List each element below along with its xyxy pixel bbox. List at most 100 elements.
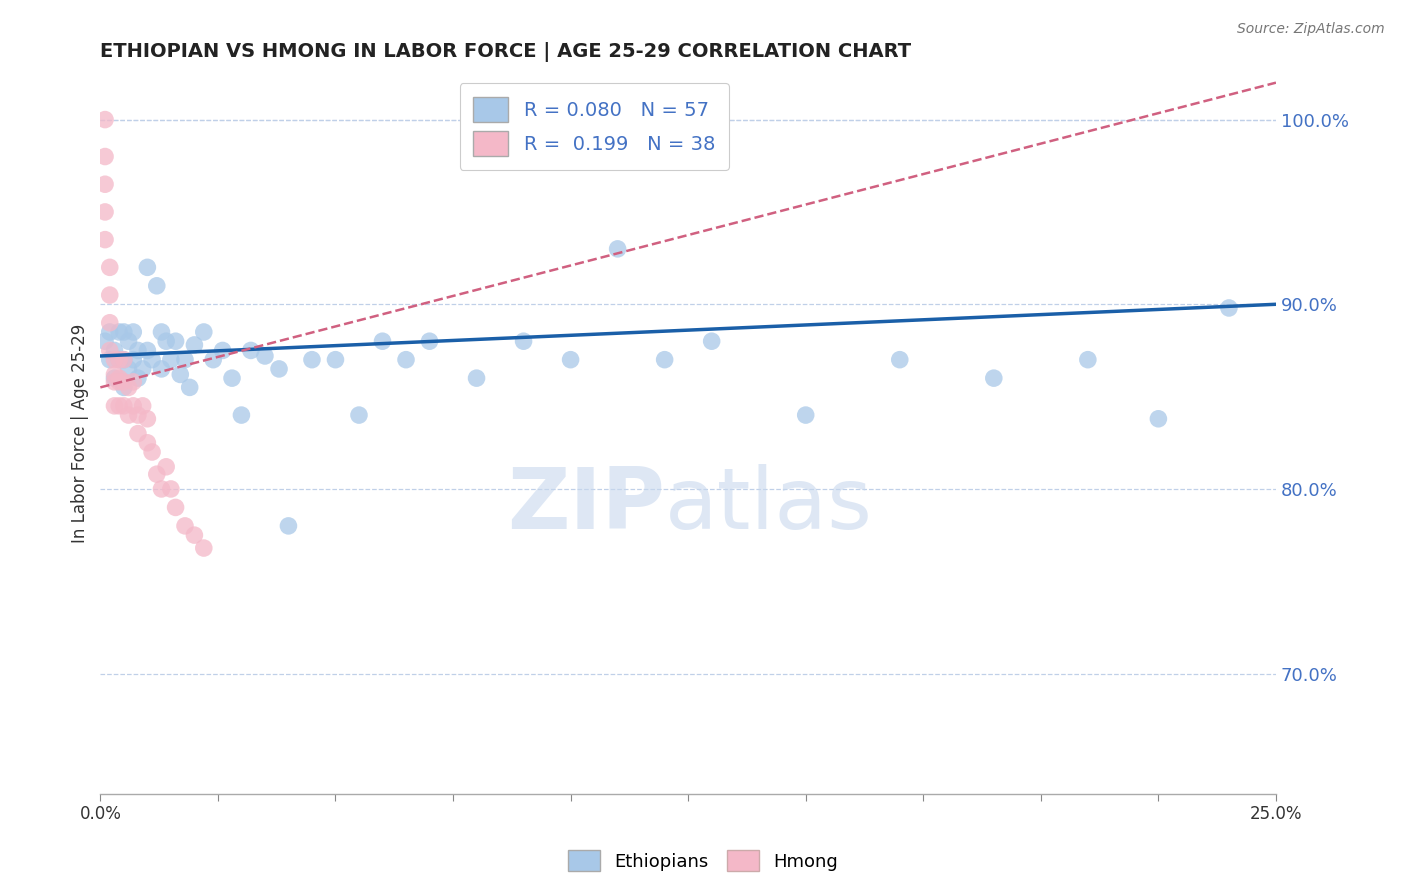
Point (347, 408, 370, 422)
Point (103, 371, 125, 385)
Point (165, 334, 187, 349)
Point (108, 325, 131, 339)
Text: Source: ZipAtlas.com: Source: ZipAtlas.com (1237, 22, 1385, 37)
Point (94, 205, 117, 219)
Point (117, 380, 139, 394)
Point (179, 380, 201, 394)
Point (98, 325, 121, 339)
Point (127, 371, 149, 385)
Point (117, 334, 139, 349)
Point (94, 112, 117, 127)
Point (112, 352, 135, 367)
Point (889, 352, 911, 367)
Point (98, 288, 121, 302)
Point (108, 352, 131, 367)
Point (127, 426, 149, 441)
Point (112, 380, 135, 394)
Point (122, 352, 145, 367)
Point (202, 352, 225, 367)
Text: atlas: atlas (665, 464, 873, 547)
Point (103, 399, 125, 413)
Point (395, 352, 418, 367)
Point (103, 352, 125, 367)
Point (127, 408, 149, 422)
Point (183, 338, 205, 352)
Point (160, 352, 183, 367)
Point (127, 343, 149, 358)
Point (112, 352, 135, 367)
Point (122, 399, 145, 413)
Text: ZIP: ZIP (508, 464, 665, 547)
Point (112, 325, 135, 339)
Point (98, 316, 121, 330)
Point (122, 325, 145, 339)
Point (465, 371, 488, 385)
Point (193, 325, 215, 339)
Point (94, 178, 117, 192)
Point (983, 371, 1005, 385)
Legend: Ethiopians, Hmong: Ethiopians, Hmong (561, 843, 845, 879)
Point (131, 362, 153, 376)
Point (108, 399, 131, 413)
Point (136, 411, 159, 425)
Text: ETHIOPIAN VS HMONG IN LABOR FORCE | AGE 25-29 CORRELATION CHART: ETHIOPIAN VS HMONG IN LABOR FORCE | AGE … (100, 42, 911, 62)
Point (150, 325, 173, 339)
Point (193, 541, 215, 555)
Point (146, 278, 169, 293)
Point (94, 334, 117, 349)
Point (221, 371, 243, 385)
Point (169, 368, 191, 382)
Point (160, 482, 183, 496)
Point (108, 352, 131, 367)
Point (141, 445, 163, 459)
Point (94, 233, 117, 247)
Point (165, 500, 187, 515)
Point (108, 375, 131, 389)
Point (112, 375, 135, 389)
Point (231, 408, 253, 422)
Point (155, 459, 177, 474)
Point (146, 467, 169, 482)
Point (150, 362, 173, 376)
Point (112, 399, 135, 413)
Point (141, 352, 163, 367)
Point (136, 435, 159, 450)
Point (301, 352, 323, 367)
Point (98, 260, 121, 275)
Point (418, 334, 440, 349)
Point (174, 519, 197, 533)
Point (136, 343, 159, 358)
Point (103, 368, 125, 382)
Point (794, 408, 817, 422)
Point (117, 362, 139, 376)
Point (183, 528, 205, 542)
Point (325, 352, 347, 367)
Point (174, 352, 197, 367)
Point (606, 242, 628, 256)
Point (654, 352, 676, 367)
Point (98, 352, 121, 367)
Point (267, 362, 290, 376)
Point (1218, 301, 1240, 315)
Point (122, 375, 145, 389)
Point (131, 399, 153, 413)
Point (211, 343, 233, 358)
Point (108, 371, 131, 385)
Point (117, 408, 139, 422)
Point (239, 343, 262, 358)
Point (103, 343, 125, 358)
Y-axis label: In Labor Force | Age 25-29: In Labor Force | Age 25-29 (72, 324, 89, 543)
Point (98, 343, 121, 358)
Point (103, 375, 125, 389)
Legend: R = 0.080   N = 57, R =  0.199   N = 38: R = 0.080 N = 57, R = 0.199 N = 38 (460, 83, 728, 170)
Point (371, 334, 394, 349)
Point (1077, 352, 1099, 367)
Point (1147, 411, 1170, 425)
Point (560, 352, 582, 367)
Point (253, 349, 276, 363)
Point (277, 519, 299, 533)
Point (136, 260, 159, 275)
Point (700, 334, 723, 349)
Point (512, 334, 534, 349)
Point (150, 482, 173, 496)
